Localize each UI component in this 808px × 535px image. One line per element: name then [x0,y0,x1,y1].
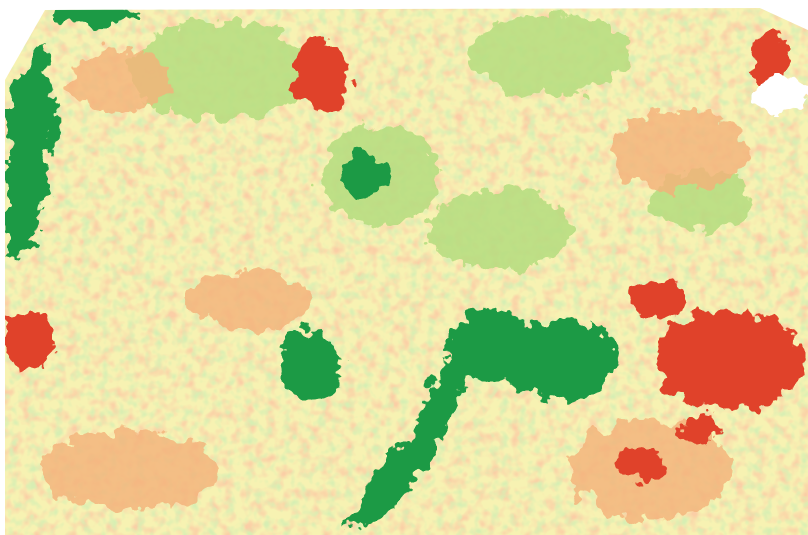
nodata-patch [752,77,808,113]
raster-map [0,0,808,535]
raster [0,0,808,535]
